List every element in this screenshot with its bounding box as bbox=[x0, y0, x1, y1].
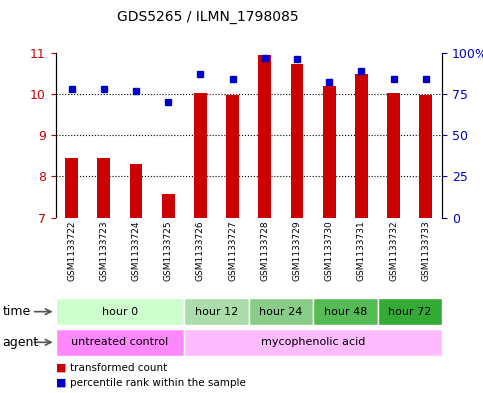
Text: hour 72: hour 72 bbox=[388, 307, 431, 317]
Text: percentile rank within the sample: percentile rank within the sample bbox=[70, 378, 246, 388]
Bar bbox=[162, 194, 175, 218]
Bar bbox=[355, 74, 368, 218]
Bar bbox=[65, 158, 78, 218]
Text: GSM1133733: GSM1133733 bbox=[421, 220, 430, 281]
Text: mycophenolic acid: mycophenolic acid bbox=[261, 337, 365, 347]
Bar bbox=[378, 298, 442, 325]
Text: GDS5265 / ILMN_1798085: GDS5265 / ILMN_1798085 bbox=[117, 10, 298, 24]
Text: time: time bbox=[2, 305, 30, 318]
Text: GSM1133727: GSM1133727 bbox=[228, 220, 237, 281]
Bar bbox=[313, 298, 378, 325]
Bar bbox=[56, 298, 185, 325]
Text: ■: ■ bbox=[56, 362, 66, 373]
Bar bbox=[129, 164, 142, 218]
Text: ■: ■ bbox=[56, 378, 66, 388]
Bar bbox=[387, 93, 400, 218]
Text: GSM1133732: GSM1133732 bbox=[389, 220, 398, 281]
Text: GSM1133725: GSM1133725 bbox=[164, 220, 173, 281]
Text: untreated control: untreated control bbox=[71, 337, 169, 347]
Bar bbox=[185, 298, 249, 325]
Text: GSM1133723: GSM1133723 bbox=[99, 220, 108, 281]
Bar bbox=[249, 298, 313, 325]
Bar bbox=[226, 95, 239, 218]
Bar bbox=[185, 329, 442, 356]
Bar bbox=[98, 158, 110, 218]
Text: GSM1133731: GSM1133731 bbox=[357, 220, 366, 281]
Text: agent: agent bbox=[2, 336, 39, 349]
Text: GSM1133730: GSM1133730 bbox=[325, 220, 334, 281]
Bar bbox=[291, 64, 303, 218]
Text: GSM1133724: GSM1133724 bbox=[131, 220, 141, 281]
Text: transformed count: transformed count bbox=[70, 362, 167, 373]
Text: hour 48: hour 48 bbox=[324, 307, 367, 317]
Text: hour 0: hour 0 bbox=[102, 307, 138, 317]
Bar bbox=[419, 95, 432, 218]
Text: GSM1133726: GSM1133726 bbox=[196, 220, 205, 281]
Text: hour 12: hour 12 bbox=[195, 307, 238, 317]
Text: GSM1133728: GSM1133728 bbox=[260, 220, 270, 281]
Bar bbox=[194, 93, 207, 218]
Text: GSM1133722: GSM1133722 bbox=[67, 220, 76, 281]
Bar bbox=[56, 329, 185, 356]
Text: GSM1133729: GSM1133729 bbox=[293, 220, 301, 281]
Bar bbox=[258, 55, 271, 218]
Text: hour 24: hour 24 bbox=[259, 307, 303, 317]
Bar bbox=[323, 86, 336, 218]
